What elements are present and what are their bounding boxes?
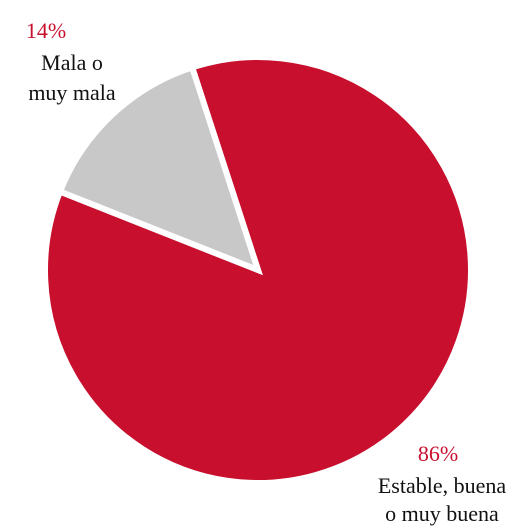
slice-label-mala-line1: Mala o	[41, 50, 103, 75]
slice-label-estable-line2: o muy buena	[385, 501, 499, 526]
pie-slices	[42, 54, 474, 486]
slice-label-large: 86% Estable, buena o muy buena	[378, 441, 507, 526]
slice-label-mala-line2: muy mala	[28, 80, 116, 105]
pie-slice-mala	[56, 63, 263, 276]
slice-percent-mala: 14%	[26, 18, 66, 43]
slice-percent-estable: 86%	[418, 441, 458, 466]
slice-label-estable-line1: Estable, buena	[378, 473, 507, 498]
slice-label-small: 14% Mala o muy mala	[26, 18, 116, 105]
